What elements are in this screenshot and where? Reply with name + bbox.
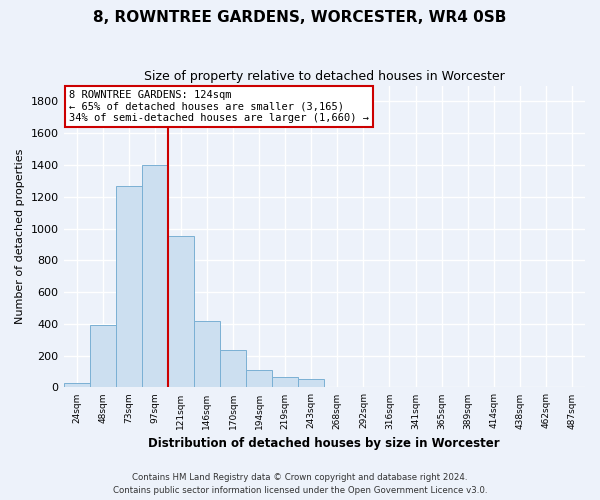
- Text: Contains HM Land Registry data © Crown copyright and database right 2024.
Contai: Contains HM Land Registry data © Crown c…: [113, 474, 487, 495]
- Bar: [89, 326, 116, 388]
- Bar: [272, 376, 298, 388]
- Text: 8 ROWNTREE GARDENS: 124sqm
← 65% of detached houses are smaller (3,165)
34% of s: 8 ROWNTREE GARDENS: 124sqm ← 65% of deta…: [69, 90, 369, 124]
- Bar: [194, 322, 220, 388]
- Bar: [168, 236, 194, 388]
- Bar: [324, 386, 350, 388]
- Title: Size of property relative to detached houses in Worcester: Size of property relative to detached ho…: [144, 70, 505, 83]
- Text: 8, ROWNTREE GARDENS, WORCESTER, WR4 0SB: 8, ROWNTREE GARDENS, WORCESTER, WR4 0SB: [94, 10, 506, 25]
- Bar: [142, 165, 168, 388]
- Bar: [116, 186, 142, 388]
- Y-axis label: Number of detached properties: Number of detached properties: [15, 149, 25, 324]
- Bar: [64, 384, 89, 388]
- Bar: [220, 350, 246, 388]
- Bar: [298, 380, 324, 388]
- X-axis label: Distribution of detached houses by size in Worcester: Distribution of detached houses by size …: [148, 437, 500, 450]
- Bar: [350, 386, 376, 388]
- Bar: [246, 370, 272, 388]
